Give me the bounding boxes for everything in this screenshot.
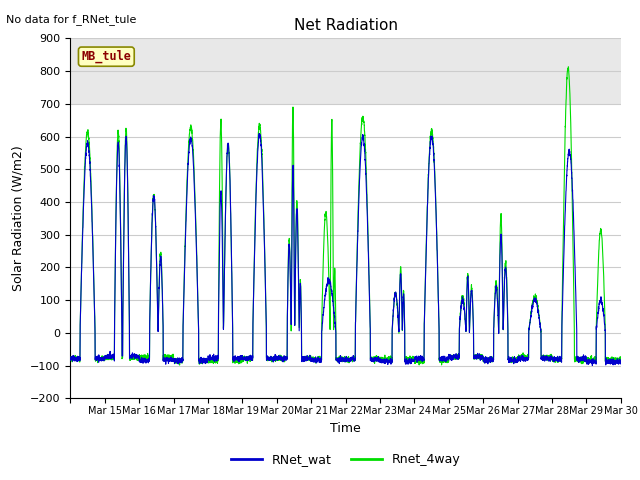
- Line: RNet_wat: RNet_wat: [70, 133, 621, 366]
- Rnet_4way: [180, 261, 188, 266]
- Rnet_4way: [497, 216, 504, 222]
- Legend: RNet_wat, Rnet_4way: RNet_wat, Rnet_4way: [226, 448, 465, 471]
- Y-axis label: Solar Radiation (W/m2): Solar Radiation (W/m2): [12, 145, 24, 291]
- RNet_wat: [180, 268, 188, 274]
- RNet_wat: [589, 363, 596, 369]
- RNet_wat: [67, 357, 74, 362]
- Rnet_4way: [366, 314, 374, 320]
- Rnet_4way: [396, 294, 403, 300]
- Line: Rnet_4way: Rnet_4way: [70, 67, 621, 365]
- RNet_wat: [497, 234, 504, 240]
- RNet_wat: [538, 354, 546, 360]
- Title: Net Radiation: Net Radiation: [294, 18, 397, 33]
- Text: No data for f_RNet_tule: No data for f_RNet_tule: [6, 14, 137, 25]
- RNet_wat: [366, 318, 374, 324]
- Rnet_4way: [67, 358, 74, 363]
- RNet_wat: [396, 298, 403, 304]
- Rnet_4way: [564, 64, 572, 70]
- Rnet_4way: [538, 352, 546, 358]
- RNet_wat: [255, 131, 263, 136]
- Text: MB_tule: MB_tule: [81, 50, 131, 63]
- Rnet_4way: [524, 355, 531, 361]
- RNet_wat: [524, 357, 531, 363]
- Bar: [70, 38, 621, 104]
- Rnet_4way: [617, 356, 625, 362]
- RNet_wat: [617, 360, 625, 365]
- Rnet_4way: [176, 362, 184, 368]
- X-axis label: Time: Time: [330, 421, 361, 434]
